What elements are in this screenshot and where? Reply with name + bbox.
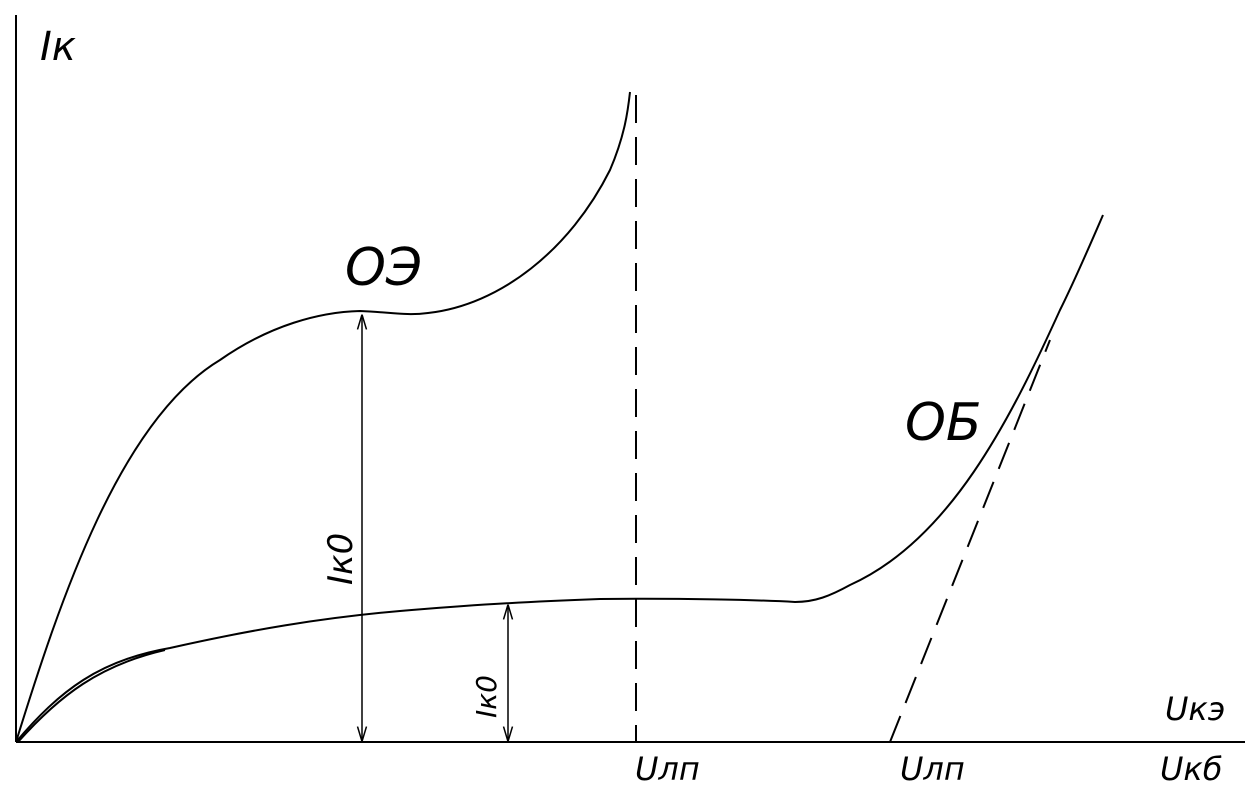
x-axis-label: Uкэ xyxy=(1165,690,1225,728)
y-axis-label: Iк xyxy=(40,24,76,70)
curve-label: ОЭ xyxy=(345,238,422,298)
breakdown-line-cb xyxy=(889,339,1051,743)
breakdown-label: Uлп xyxy=(635,750,700,788)
curve-cb-overlap xyxy=(17,649,166,743)
curve-ce xyxy=(15,91,631,743)
curve-label: ОБ xyxy=(905,393,982,453)
x-axis-label: Uкб xyxy=(1160,750,1222,788)
annotation: Iк0 xyxy=(470,675,503,718)
curve-cb xyxy=(15,214,1104,743)
breakdown-label: Uлп xyxy=(900,750,965,788)
annotation: Iк0 xyxy=(321,533,361,585)
